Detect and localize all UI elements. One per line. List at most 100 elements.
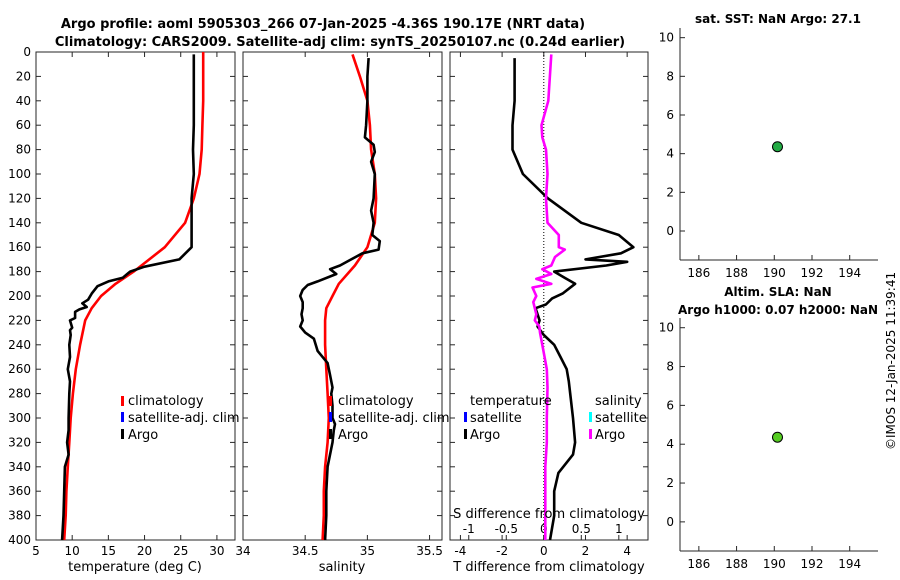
y-tick-label: 200: [8, 289, 31, 303]
y-tick-label: 4: [666, 437, 674, 451]
y-tick-label: 8: [666, 69, 674, 83]
legend-label-argo: Argo: [128, 428, 158, 443]
legend-label-argo: Argo: [338, 428, 368, 443]
x-tick-label: 194: [838, 557, 861, 571]
legend-swatch-satellite: [121, 412, 124, 422]
timestamp: ©IMOS 12-Jan-2025 11:39:41: [884, 272, 898, 450]
x-tick-label: 190: [763, 557, 786, 571]
legend-label-s-satellite: satellite: [595, 411, 647, 426]
legend-label-satellite: satellite-adj. clim: [128, 411, 240, 426]
y-tick-label: 4: [666, 147, 674, 161]
x-tick-label: 192: [801, 557, 824, 571]
legend-temperature-title: temperature: [470, 394, 552, 409]
y-tick-label: 120: [8, 191, 31, 205]
x-tick-label: 10: [65, 544, 80, 558]
x-tick-label: -4: [454, 544, 466, 558]
x-tick-label: 188: [725, 266, 748, 280]
x-tick-label: 186: [687, 266, 710, 280]
y-tick-label: 280: [8, 387, 31, 401]
y-tick-label: 6: [666, 398, 674, 412]
y-tick-label: 180: [8, 265, 31, 279]
y-tick-label: 80: [16, 143, 31, 157]
y-tick-label: 10: [659, 321, 674, 335]
legend-label-t-argo: Argo: [470, 428, 500, 443]
legend-swatch-argo: [121, 429, 124, 439]
legend-swatch-s-satellite: [589, 412, 592, 422]
salinity-axes: 34 34.5 35 35.5: [235, 51, 443, 558]
sst-title: sat. SST: NaN Argo: 27.1: [695, 12, 861, 26]
y-tick-label: 0: [23, 45, 31, 59]
x-tick-label: 4: [623, 544, 631, 558]
difference-legend: temperature satellite Argo salinity sate…: [464, 394, 647, 443]
y-tick-label: 2: [666, 476, 674, 490]
y-tick-label: 0: [666, 224, 674, 238]
legend-swatch-climatology: [329, 396, 332, 406]
axes-frame: [449, 51, 649, 541]
legend-swatch-s-argo: [589, 429, 592, 439]
top-x-tick-label: 0.5: [572, 522, 591, 536]
x-tick-label: -2: [496, 544, 508, 558]
y-tick-label: 40: [16, 94, 31, 108]
sla-title-line2: Argo h1000: 0.07 h2000: NaN: [678, 303, 878, 317]
x-tick-label: 186: [687, 557, 710, 571]
diff-top-xlabel: S difference from climatology: [453, 507, 645, 522]
y-tick-label: 0: [666, 515, 674, 529]
figure-title-line2: Climatology: CARS2009. Satellite-adj cli…: [55, 35, 625, 50]
y-tick-label: 10: [659, 31, 674, 45]
y-tick-label: 140: [8, 216, 31, 230]
y-tick-label: 320: [8, 435, 31, 449]
x-tick-label: 2: [582, 544, 590, 558]
x-tick-label: 15: [101, 544, 116, 558]
x-tick-label: 34: [235, 544, 250, 558]
y-tick-label: 160: [8, 240, 31, 254]
x-tick-label: 20: [137, 544, 152, 558]
legend-label-climatology: climatology: [338, 394, 414, 409]
figure-title-line1: Argo profile: aoml 5905303_266 07-Jan-20…: [61, 17, 585, 32]
legend-swatch-climatology: [121, 396, 124, 406]
y-tick-label: 400: [8, 533, 31, 547]
top-x-tick-label: 1: [615, 522, 623, 536]
axes-frame: [242, 51, 443, 541]
x-tick-label: 188: [725, 557, 748, 571]
series-climatology: [321, 53, 378, 541]
legend-swatch-t-satellite: [464, 412, 467, 422]
y-tick-label: 340: [8, 460, 31, 474]
y-tick-label: 6: [666, 108, 674, 122]
salinity-xlabel: salinity: [319, 560, 366, 575]
y-tick-label: 300: [8, 411, 31, 425]
salinity-legend: climatology satellite-adj. clim Argo: [329, 394, 450, 443]
series-s-argo: [531, 54, 567, 540]
y-tick-label: 380: [8, 509, 31, 523]
sla-title-line1: Altim. SLA: NaN: [724, 285, 831, 299]
scatter-point: [771, 141, 783, 153]
top-x-tick-label: 0: [540, 522, 548, 536]
legend-label-s-argo: Argo: [595, 428, 625, 443]
temperature-xlabel: temperature (deg C): [68, 560, 202, 575]
x-tick-label: 5: [32, 544, 40, 558]
legend-label-satellite: satellite-adj. clim: [338, 411, 450, 426]
y-tick-label: 360: [8, 484, 31, 498]
difference-axes: -4 -2 0 2 4 -1 -0.5 0 0.5 1: [449, 51, 649, 558]
y-tick-label: 260: [8, 362, 31, 376]
sst-axes: 186 188 190 192 194 0 2 4 6 8 10: [659, 28, 878, 280]
top-x-tick-label: -0.5: [495, 522, 518, 536]
y-tick-label: 60: [16, 118, 31, 132]
scatter-point: [771, 431, 783, 443]
x-tick-label: 190: [763, 266, 786, 280]
y-tick-label: 20: [16, 69, 31, 83]
series-argo: [60, 54, 196, 541]
temperature-legend: climatology satellite-adj. clim Argo: [121, 394, 240, 443]
series-climatology: [62, 52, 205, 541]
legend-swatch-satellite: [329, 412, 332, 422]
sla-axes: 186 188 190 192 194 0 2 4 6 8 10: [659, 318, 878, 571]
x-tick-label: 35.5: [416, 544, 443, 558]
series-t-argo: [511, 58, 635, 541]
y-tick-label: 220: [8, 313, 31, 327]
x-tick-label: 192: [801, 266, 824, 280]
legend-label-t-satellite: satellite: [470, 411, 522, 426]
top-x-tick-label: -1: [463, 522, 475, 536]
y-tick-label: 2: [666, 185, 674, 199]
legend-salinity-title: salinity: [595, 394, 642, 409]
x-tick-label: 0: [540, 544, 548, 558]
